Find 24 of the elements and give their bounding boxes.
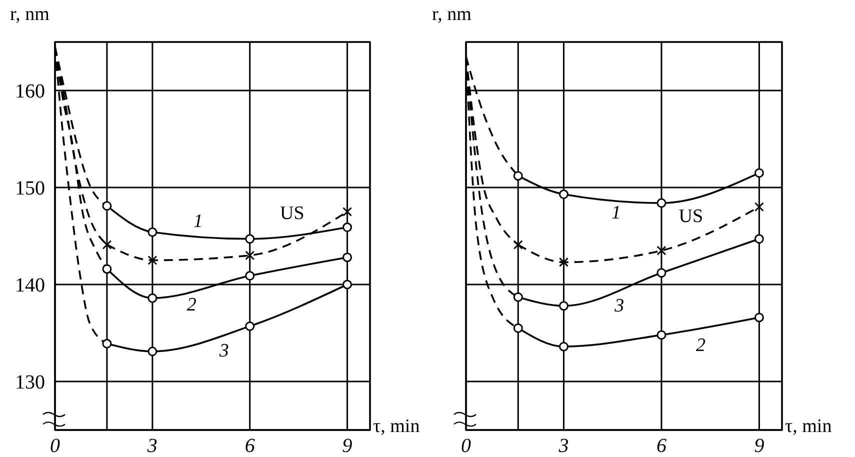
- x-tick-label: 9: [342, 435, 352, 457]
- x-axis-title: τ, min: [785, 416, 832, 438]
- y-tick-label: 140: [15, 274, 45, 296]
- x-axis-title: τ, min: [373, 416, 420, 438]
- series-label: 3: [218, 340, 229, 362]
- x-tick-label: 9: [754, 435, 764, 457]
- y-axis-title: r, nm: [432, 4, 472, 26]
- series-label: US: [678, 206, 704, 228]
- x-tick-label: 0: [461, 435, 471, 457]
- x-tick-label: 6: [656, 435, 666, 457]
- y-tick-label: 150: [15, 178, 45, 200]
- series-label: 1: [611, 202, 621, 224]
- series-label: 2: [186, 294, 197, 316]
- x-tick-label: 3: [558, 435, 569, 457]
- x-tick-label: 0: [50, 435, 60, 457]
- y-tick-label: 160: [15, 80, 45, 102]
- x-tick-label: 3: [146, 435, 158, 457]
- y-tick-label: 130: [15, 372, 45, 394]
- series-label: 2: [696, 335, 706, 356]
- series-label: 3: [614, 295, 624, 316]
- x-tick-label: 6: [244, 435, 255, 457]
- series-label: US: [280, 203, 304, 224]
- series-label: 1: [193, 210, 203, 232]
- y-axis-title: r, nm: [10, 4, 50, 26]
